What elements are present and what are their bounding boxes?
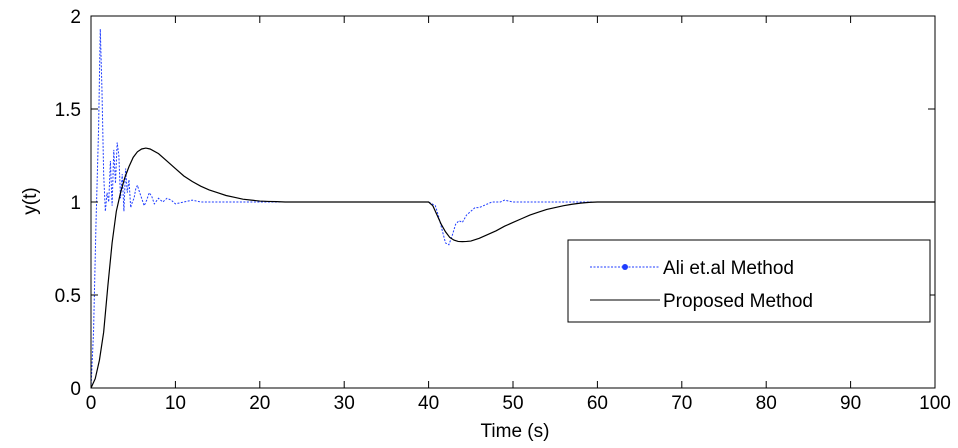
x-tick-label: 80 [756, 393, 777, 414]
x-tick-label: 0 [86, 393, 97, 414]
x-tick-label: 10 [165, 393, 186, 414]
y-tick-label: 2 [70, 7, 81, 28]
series-line-ali-method [90, 29, 935, 389]
x-tick-label: 60 [587, 393, 608, 414]
legend-label: Ali et.al Method [663, 258, 794, 279]
x-tick-label: 100 [919, 393, 951, 414]
y-tick-label: 0.5 [55, 286, 81, 307]
y-tick-label: 1 [70, 193, 81, 214]
series-layer [90, 29, 935, 389]
y-axis-label: y(t) [20, 187, 41, 214]
x-tick-label: 20 [249, 393, 270, 414]
x-tick-label: 30 [334, 393, 355, 414]
legend: Ali et.al Method Proposed Method [567, 239, 931, 323]
legend-label: Proposed Method [663, 291, 813, 312]
x-axis-label: Time (s) [481, 421, 550, 442]
x-tick-label: 40 [418, 393, 439, 414]
y-tick-label: 1.5 [55, 100, 81, 121]
series-line-proposed-method [90, 147, 935, 389]
x-tick-label: 50 [502, 393, 523, 414]
x-tick-label: 90 [840, 393, 861, 414]
legend-box [567, 239, 931, 323]
ticks-layer: 0 10 20 30 40 50 60 70 80 90 100 0 0.5 1 1.5 2 [55, 7, 951, 414]
legend-marker [622, 264, 628, 270]
y-tick-label: 0 [70, 379, 81, 400]
x-tick-label: 70 [671, 393, 692, 414]
